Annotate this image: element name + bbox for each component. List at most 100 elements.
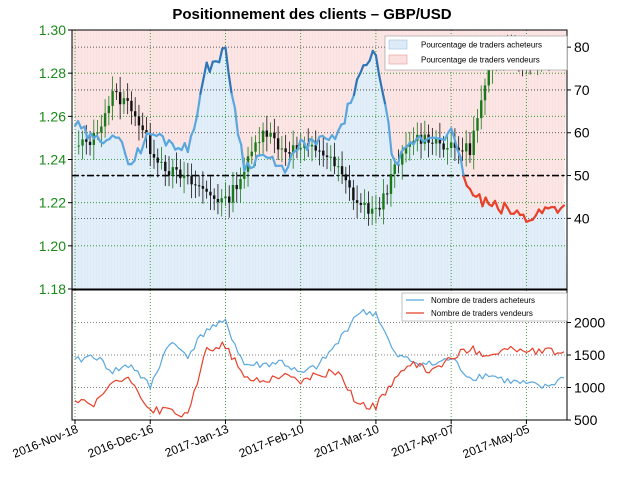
series-line-buyers-pct	[161, 135, 167, 147]
x-tick-label: 2017-Mar-10	[312, 422, 381, 461]
candle-body	[235, 184, 238, 190]
series-line-buyers-pct	[252, 154, 258, 168]
series-line-sellers-count	[74, 341, 565, 418]
candle-body	[209, 191, 212, 196]
count-series	[74, 309, 565, 418]
series-line-buyers-pct	[283, 165, 290, 174]
series-line-buyers-pct	[224, 46, 230, 75]
x-tick-label: 2017-Apr-07	[389, 422, 456, 460]
legend-swatch-buyers-pct	[388, 39, 408, 50]
candle-body	[291, 145, 295, 154]
series-line-buyers-pct	[230, 92, 236, 110]
series-line-buyers-pct	[171, 142, 177, 151]
series-line-buyers-pct	[381, 89, 387, 106]
series-line-buyers-pct	[356, 72, 362, 81]
series-line-buyers-pct	[305, 137, 312, 151]
candle-body	[201, 186, 205, 189]
series-line-buyers-pct	[208, 60, 214, 73]
candle-body	[367, 203, 370, 214]
candle-body	[340, 166, 344, 175]
left-tick-label: 1.26	[39, 108, 66, 124]
series-line-buyers-pct	[218, 47, 224, 64]
candle-body	[423, 134, 427, 144]
legend-label-sellers-count: Nombre de traders vendeurs	[431, 309, 533, 318]
candle-body	[265, 130, 269, 137]
left-tick-label: 1.24	[39, 152, 66, 168]
candle-body	[370, 208, 374, 214]
series-line-buyers-pct	[559, 204, 566, 210]
series-line-buyers-pct	[240, 143, 246, 173]
candle-body	[122, 98, 126, 105]
series-line-buyers-pct	[396, 151, 403, 166]
series-line-buyers-pct	[227, 72, 233, 96]
series-line-buyers-pct	[456, 148, 462, 159]
left-tick-label: 1.22	[39, 195, 66, 211]
candle-body	[88, 141, 92, 145]
legend-label-sellers-pct: Pourcentage de traders vendeurs	[421, 56, 540, 65]
candle-body	[130, 100, 133, 112]
candle-body	[404, 146, 408, 154]
candle-body	[288, 152, 291, 154]
right-tick-label: 60	[574, 125, 590, 141]
series-line-buyers-pct	[459, 156, 465, 178]
candle-body	[337, 166, 340, 168]
candle-body	[276, 138, 280, 150]
candle-body	[190, 175, 193, 185]
series-line-buyers-pct	[378, 73, 384, 92]
x-tick-label: 2017-Jan-13	[163, 422, 231, 460]
candle-body	[179, 169, 182, 179]
series-line-buyers-pct	[359, 64, 365, 75]
series-line-buyers-pct	[296, 138, 302, 151]
candle-body	[228, 196, 231, 203]
candle-body	[164, 161, 167, 172]
candle-body	[284, 148, 287, 153]
candle-body	[160, 161, 163, 163]
series-line-buyers-pct	[124, 152, 130, 166]
candle-body	[374, 207, 378, 209]
series-line-buyers-pct	[468, 187, 475, 197]
left-tick-label: 1.30	[39, 22, 66, 38]
candle-body	[175, 167, 178, 170]
candle-body	[81, 139, 84, 146]
series-line-buyers-pct	[95, 134, 102, 143]
candle-body	[182, 175, 186, 179]
series-line-buyers-pct	[390, 152, 396, 163]
candle-body	[85, 139, 88, 142]
candle-body	[363, 203, 366, 205]
candle-body	[280, 148, 284, 150]
series-line-buyers-pct	[368, 49, 374, 62]
right-tick-label: 40	[574, 210, 590, 226]
x-tick-label: 2017-Feb-10	[237, 422, 306, 461]
candle-body	[269, 132, 272, 137]
candle-body	[149, 133, 152, 155]
series-line-buyers-pct	[500, 201, 506, 215]
series-line-buyers-pct	[120, 141, 127, 155]
candle-body	[171, 167, 174, 176]
series-line-buyers-pct	[337, 123, 343, 132]
series-line-buyers-pct	[522, 213, 528, 223]
candle-body	[216, 198, 220, 203]
series-line-buyers-pct	[133, 147, 139, 162]
candle-body	[152, 154, 156, 158]
right-tick-label: 1500	[574, 347, 605, 363]
candle-body	[468, 143, 472, 156]
candle-body	[476, 118, 479, 131]
top-panel-background	[72, 30, 567, 290]
candle-body	[239, 178, 242, 190]
candle-body	[449, 142, 453, 148]
candle-body	[103, 113, 107, 127]
series-line-buyers-pct	[352, 78, 359, 97]
candle-body	[483, 85, 487, 101]
series-line-buyers-pct	[443, 131, 450, 141]
candle-body	[273, 132, 276, 139]
candle-body	[254, 142, 257, 152]
right-tick-label: 70	[574, 82, 590, 98]
candle-body	[348, 180, 351, 188]
series-line-buyers-pct	[202, 61, 208, 80]
series-line-buyers-pct	[76, 120, 83, 130]
candle-body	[186, 175, 190, 177]
bottom-legend: Nombre de traders acheteurs Nombre de tr…	[401, 292, 568, 322]
candle-body	[386, 193, 389, 195]
candle-body	[197, 185, 201, 187]
candle-body	[322, 150, 325, 156]
